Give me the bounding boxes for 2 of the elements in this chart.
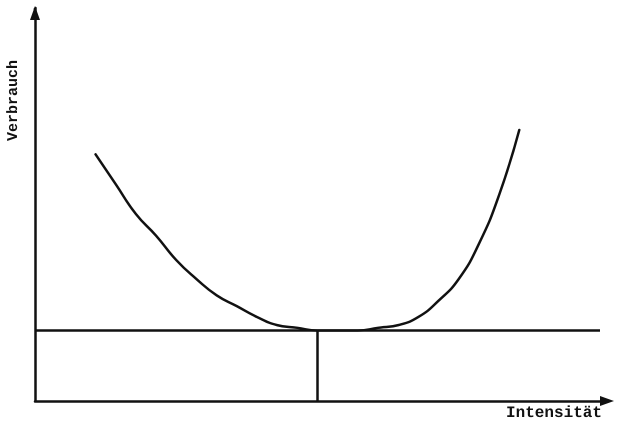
y-axis-title: Verbrauch xyxy=(5,60,22,142)
x-axis-title: Intensität xyxy=(506,404,602,422)
